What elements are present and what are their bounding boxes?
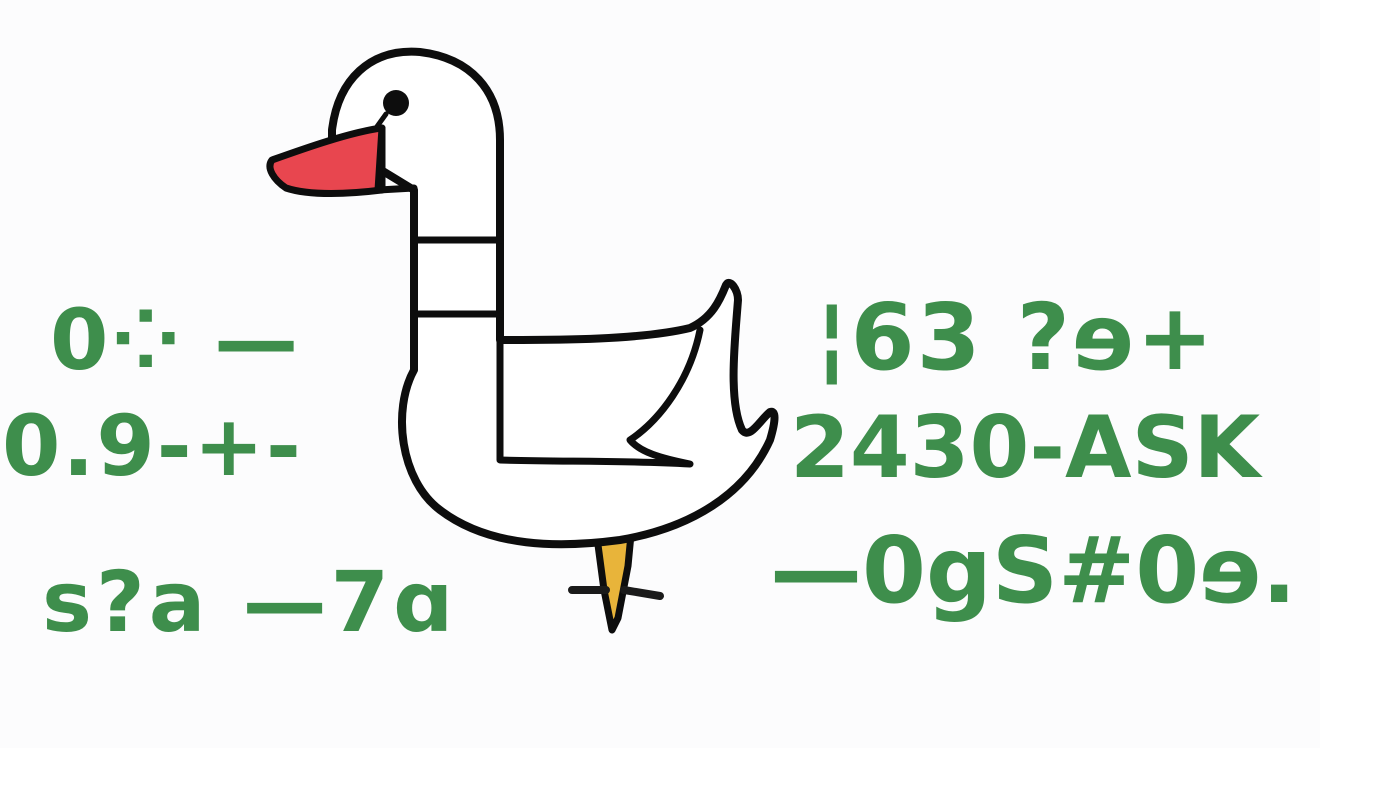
scribble-text-right-3: —0gS#0ɘ. bbox=[770, 517, 1297, 624]
duck-beak bbox=[266, 124, 386, 197]
scribble-text-left-1: 0⁘ — bbox=[50, 291, 301, 389]
duck-foot-toes bbox=[568, 586, 664, 600]
duck-body bbox=[328, 47, 779, 549]
duck-eye-line bbox=[373, 111, 389, 131]
scribble-text-right-1: ¦63 ?ɘ+ bbox=[815, 284, 1216, 391]
scribble-text-left-2: 0.9-+- bbox=[2, 397, 303, 495]
duck-wing bbox=[496, 326, 704, 468]
duck-beak-base bbox=[374, 124, 418, 194]
duck-eye bbox=[383, 90, 409, 116]
scribble-text-left-3: s?a —7ɑ bbox=[42, 553, 458, 651]
scribble-text-right-2: 2430-ASK bbox=[790, 398, 1261, 498]
